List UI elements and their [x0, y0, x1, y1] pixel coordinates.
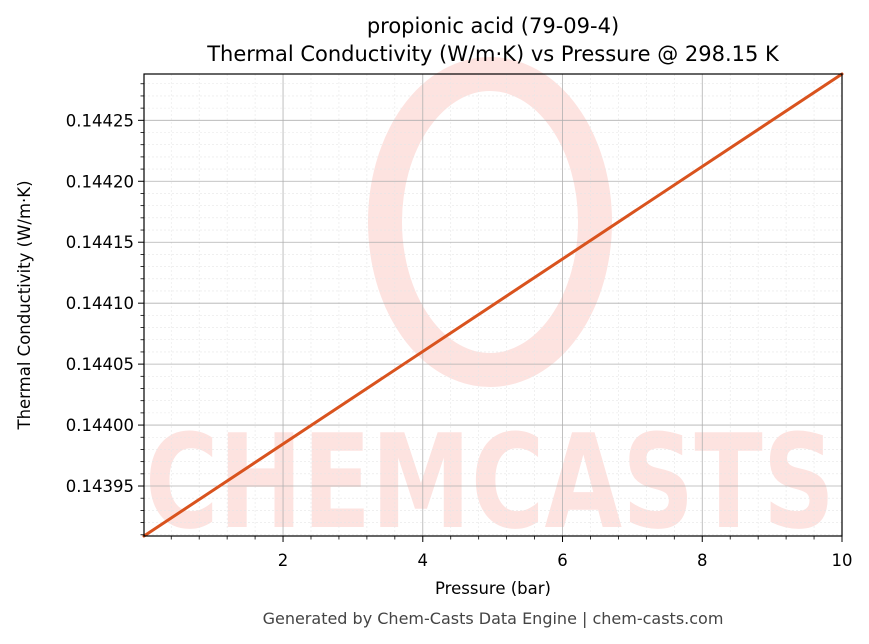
y-axis-label: Thermal Conductivity (W/m·K): [15, 180, 34, 430]
plot-frame: [143, 73, 843, 537]
y-tick-label: 0.14395: [66, 477, 134, 496]
footer-credit: Generated by Chem-Casts Data Engine | ch…: [263, 609, 724, 628]
y-tick-label: 0.14415: [66, 233, 134, 252]
y-tick-label: 0.14405: [66, 355, 134, 374]
grid-major: [144, 74, 843, 536]
x-tick-label: 2: [278, 551, 289, 570]
watermark-logo-ring: [368, 57, 612, 387]
series-layer: [142, 72, 844, 538]
x-tick-label: 8: [697, 551, 708, 570]
chart-title: propionic acid (79-09-4): [367, 14, 619, 38]
watermark-text: CHEMCASTS: [145, 406, 835, 558]
chart-subtitle: Thermal Conductivity (W/m·K) vs Pressure…: [206, 42, 780, 66]
grid-minor: [144, 74, 842, 536]
x-axis: 2 4 6 8 10: [170, 536, 853, 570]
y-axis: 0.14395 0.14400 0.14405 0.14410 0.14415 0.144…: [66, 83, 144, 536]
x-tick-label: 4: [418, 551, 429, 570]
y-tick-label: 0.14410: [66, 294, 134, 313]
x-tick-label: 10: [832, 551, 853, 570]
y-tick-label: 0.14400: [66, 416, 134, 435]
series-line: [142, 72, 844, 538]
y-tick-label: 0.14425: [66, 111, 134, 130]
y-tick-label: 0.14420: [66, 172, 134, 191]
x-tick-label: 6: [557, 551, 568, 570]
x-axis-label: Pressure (bar): [435, 579, 551, 598]
